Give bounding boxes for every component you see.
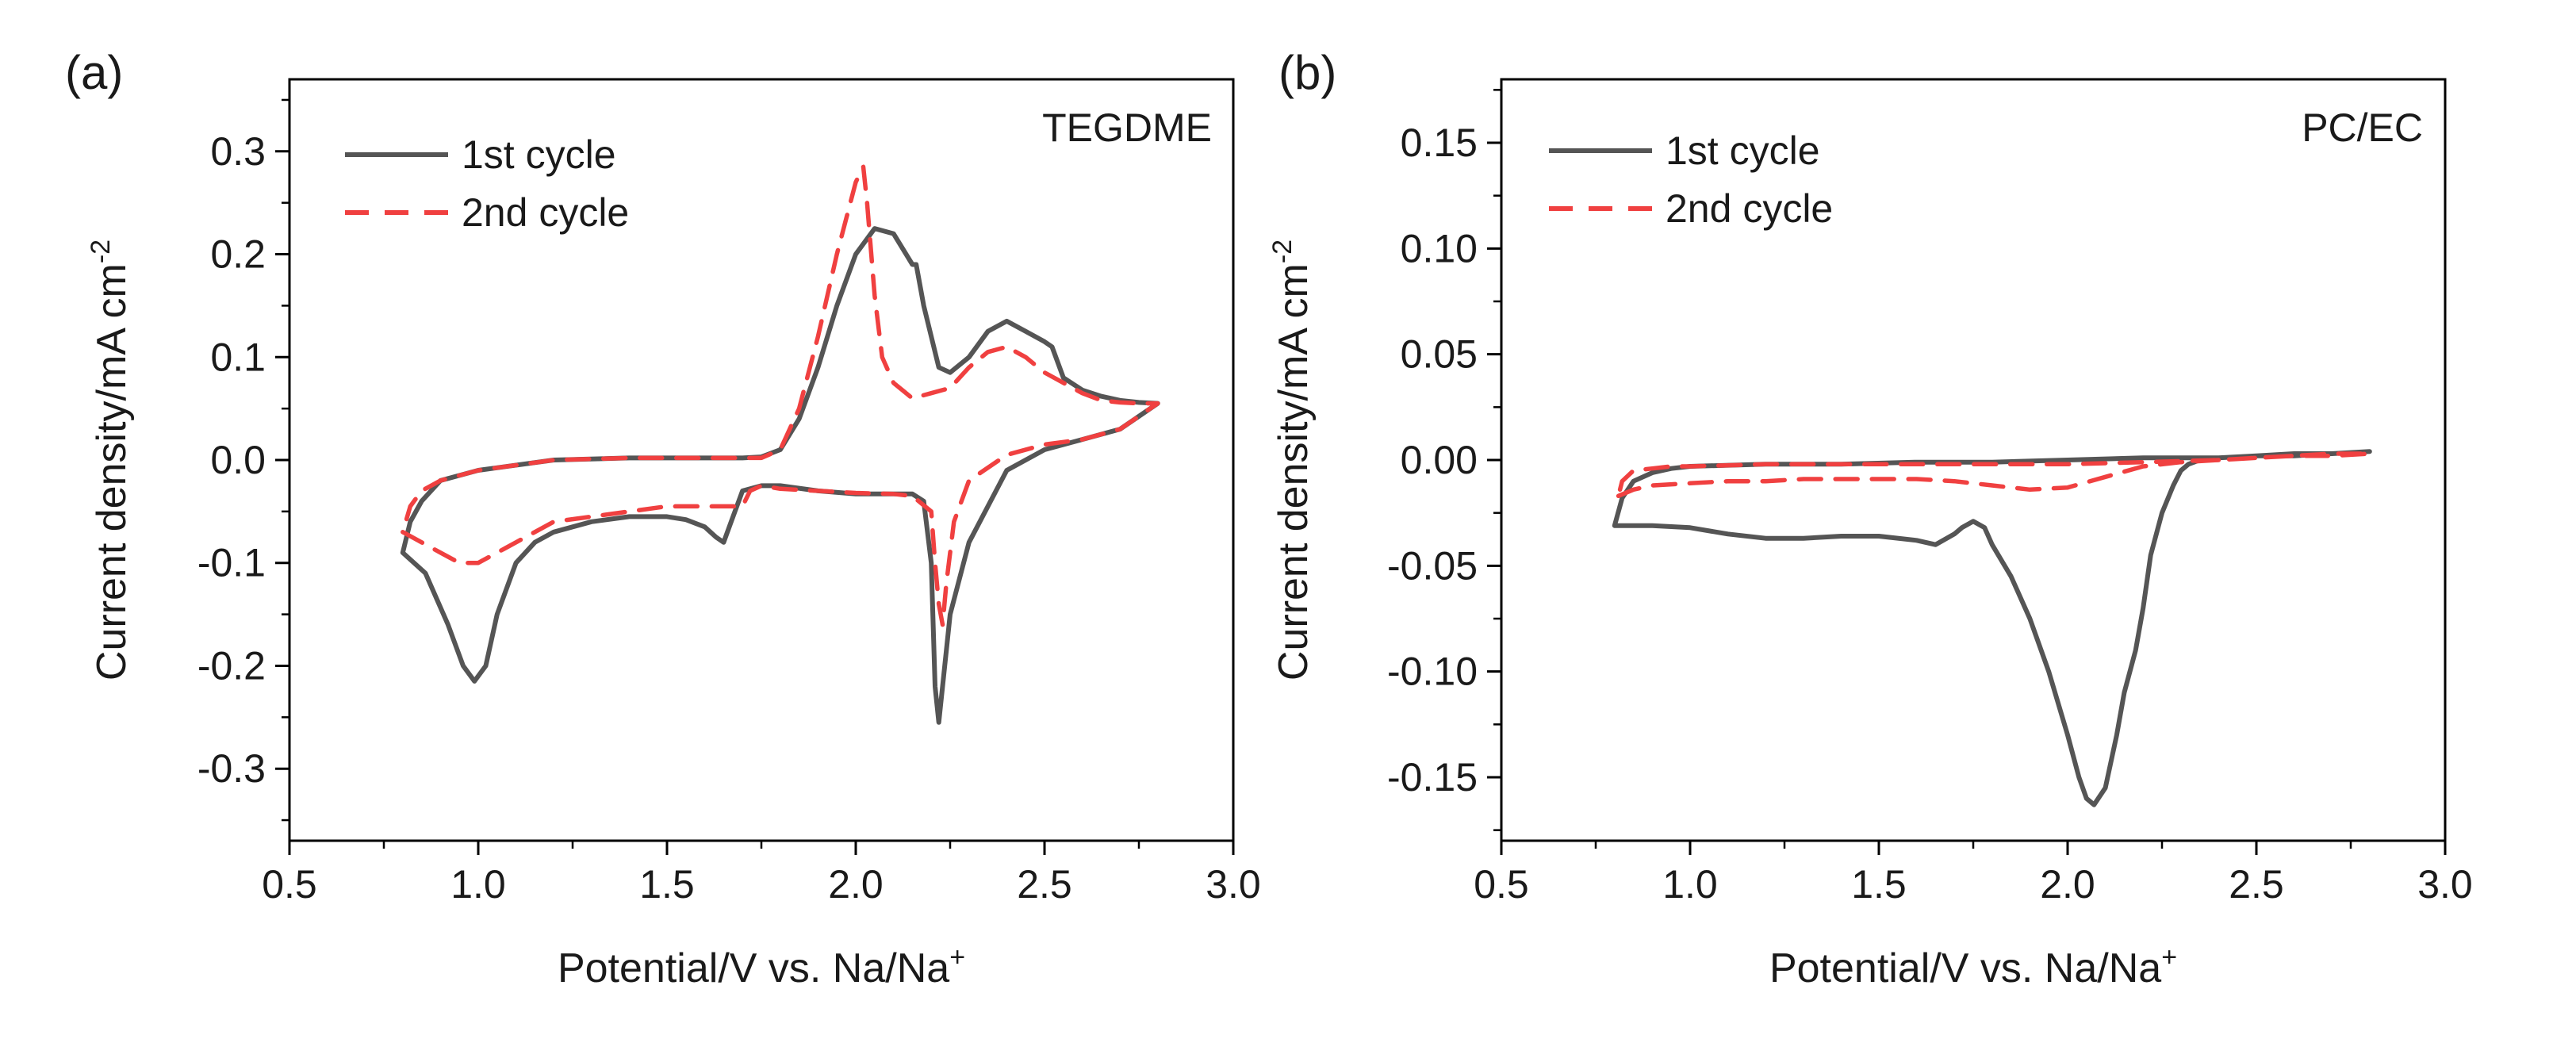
panel-a-x-axis-label-main: Potential/V vs. Na/Na [558, 945, 949, 991]
x-tick-label: 1.0 [450, 862, 506, 907]
y-tick-label: 0.15 [1401, 121, 1478, 165]
x-tick-label: 0.5 [1474, 862, 1529, 907]
y-tick-label: 0.05 [1401, 332, 1478, 377]
panel-b-y-axis-label-main: Current density/mA cm [1271, 263, 1317, 681]
legend-label-2nd-cycle: 2nd cycle [462, 190, 629, 235]
legend-label-1st-cycle: 1st cycle [1666, 128, 1820, 173]
x-tick-label: 3.0 [2417, 862, 2473, 907]
series-line-2nd-cycle [1616, 451, 2372, 499]
x-tick-label: 1.5 [1851, 862, 1907, 907]
panel-a-y-axis-label: Current density/mA cm-2 [86, 240, 135, 681]
panel-b-label: (b) [1278, 46, 1336, 99]
y-tick-label: 0.3 [210, 129, 266, 174]
panel-a-x-axis-label: Potential/V vs. Na/Na+ [558, 942, 965, 991]
panel-b-series-layer [1612, 449, 2372, 807]
x-tick-label: 2.0 [828, 862, 884, 907]
y-tick-label: -0.05 [1387, 543, 1478, 588]
y-tick-label: -0.10 [1387, 650, 1478, 694]
panel-a-annotation: TEGDME [1042, 105, 1212, 150]
panel-b-y-axis-label: Current density/mA cm-2 [1267, 240, 1317, 681]
y-tick-label: -0.2 [197, 643, 266, 688]
panel-b-legend: 1st cycle 2nd cycle [1549, 128, 1833, 231]
x-tick-label: 2.5 [1017, 862, 1072, 907]
y-tick-label: 0.1 [210, 335, 266, 379]
panel-a-y-axis-label-main: Current density/mA cm [89, 263, 135, 681]
panel-a-y-axis-label-sup: -2 [86, 240, 116, 263]
panel-b-x-axis-label-main: Potential/V vs. Na/Na [1769, 945, 2161, 991]
legend-label-2nd-cycle: 2nd cycle [1666, 186, 1833, 231]
x-tick-label: 1.5 [639, 862, 695, 907]
panel-a-x-axis-label-sup: + [949, 942, 965, 972]
panel-b-ticks: 0.5 1.0 1.5 2.0 2.5 3.0 -0.15 -0.10 -0.05 0.00 0.0… [1387, 89, 2473, 907]
y-tick-label: -0.3 [197, 746, 266, 791]
panel-b: (b) 0.5 1.0 1.5 2.0 2.5 3.0 -0.15 -0.10 -0.05 0.0… [1267, 46, 2473, 991]
panel-a: (a) 0.5 1.0 1.5 2.0 2.5 3.0 -0.3 -0.2 -0.1 0.0 0.1… [65, 46, 1261, 991]
panel-b-annotation: PC/EC [2302, 105, 2423, 150]
panel-b-x-axis-label-sup: + [2161, 942, 2177, 972]
y-tick-label: 0.2 [210, 232, 266, 277]
panel-a-ticks: 0.5 1.0 1.5 2.0 2.5 3.0 -0.3 -0.2 -0.1 0.0 0.1 0.2 0… [197, 98, 1261, 907]
y-tick-label: 0.00 [1401, 438, 1478, 482]
panel-a-legend: 1st cycle 2nd cycle [345, 132, 629, 235]
panel-a-series-layer [400, 164, 1160, 725]
y-tick-label: 0.10 [1401, 226, 1478, 270]
y-tick-label: -0.1 [197, 541, 266, 585]
x-tick-label: 2.5 [2229, 862, 2284, 907]
y-tick-label: -0.15 [1387, 755, 1478, 799]
legend-label-1st-cycle: 1st cycle [462, 132, 616, 177]
panel-a-label: (a) [65, 46, 123, 99]
panel-b-x-axis-label: Potential/V vs. Na/Na+ [1769, 942, 2177, 991]
series-line-2nd-cycle [401, 164, 1160, 627]
series-line-1st-cycle [1612, 449, 2372, 807]
x-tick-label: 3.0 [1206, 862, 1261, 907]
series-line-1st-cycle [400, 226, 1160, 725]
x-tick-label: 2.0 [2040, 862, 2095, 907]
y-tick-label: 0.0 [210, 438, 266, 482]
x-tick-label: 1.0 [1662, 862, 1718, 907]
panel-b-y-axis-label-sup: -2 [1267, 240, 1298, 263]
x-tick-label: 0.5 [262, 862, 317, 907]
